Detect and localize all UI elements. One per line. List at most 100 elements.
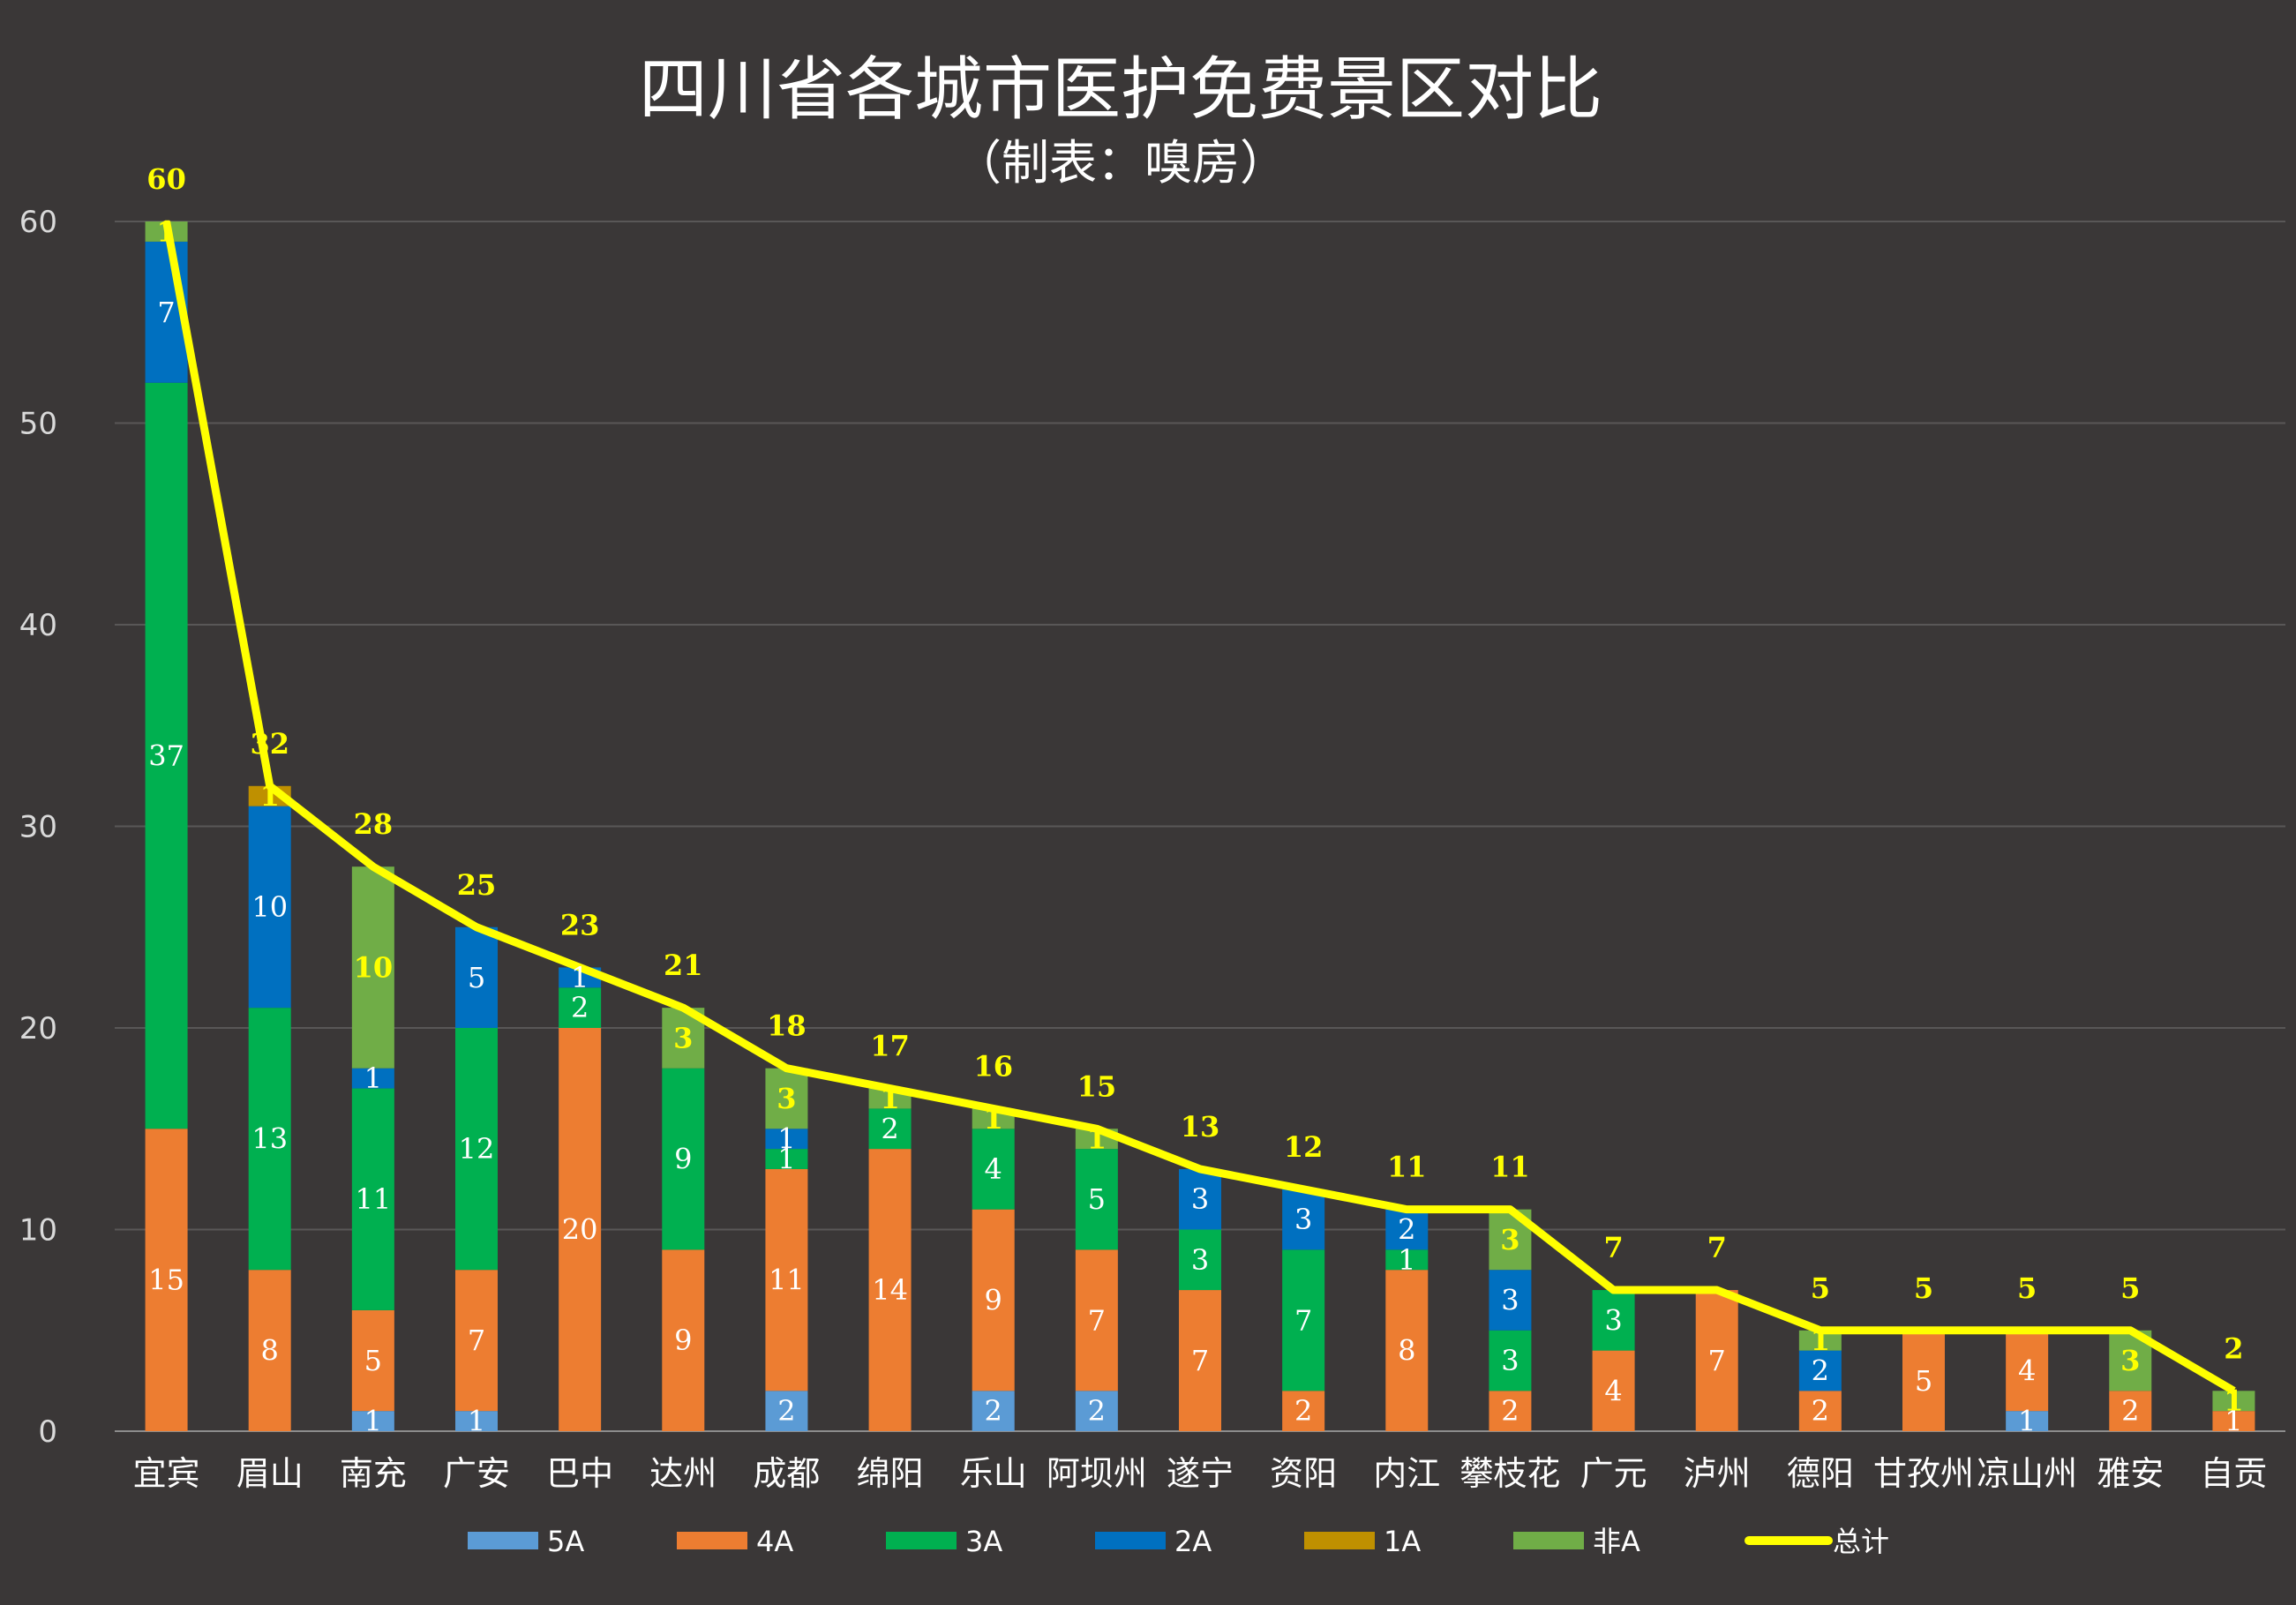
- bar-非A: [351, 866, 394, 1069]
- x-tick-label: 广元: [1580, 1454, 1647, 1493]
- data-label: 2: [1501, 1394, 1519, 1428]
- bar-4A: [1695, 1290, 1738, 1431]
- x-tick-label: 雅安: [2097, 1454, 2164, 1493]
- y-tick-label: 10: [19, 1213, 57, 1249]
- data-label: 5: [468, 961, 485, 994]
- bar-3A: [1592, 1290, 1635, 1351]
- total-label: 18: [767, 1009, 807, 1043]
- bar-4A: [1902, 1330, 1945, 1431]
- bar-4A: [868, 1149, 912, 1431]
- bar-4A: [351, 1309, 394, 1412]
- data-label: 1: [1398, 1243, 1415, 1277]
- data-label: 7: [157, 296, 175, 329]
- bar-3A: [1282, 1249, 1325, 1391]
- data-label: 3: [1604, 1303, 1622, 1337]
- data-label: 1: [260, 779, 280, 813]
- total-label: 13: [1181, 1110, 1220, 1144]
- data-label: 1: [880, 1082, 899, 1115]
- bar-4A: [765, 1168, 808, 1391]
- data-label: 2: [881, 1112, 898, 1145]
- bar-5A: [2006, 1411, 2049, 1431]
- bar-4A: [972, 1209, 1015, 1391]
- labels: 1537718131011511110171252021993211113142…: [146, 162, 2243, 1438]
- bar-4A: [1592, 1350, 1635, 1431]
- x-tick-label: 阿坝州: [1047, 1454, 1147, 1493]
- bar-3A: [1489, 1330, 1532, 1391]
- data-label: 3: [2120, 1344, 2140, 1377]
- total-label: 2: [2224, 1331, 2243, 1365]
- bar-4A: [1489, 1391, 1532, 1431]
- x-tick-label: 遂宁: [1167, 1454, 1234, 1493]
- legend: 5A 4A 3A 2A 1A 非A 总计: [468, 1525, 1889, 1558]
- data-label: 1: [2225, 1405, 2242, 1438]
- chart-subtitle: （制表：嗅房）: [954, 135, 1287, 191]
- bar-4A: [662, 1249, 705, 1431]
- legend-label: 4A: [756, 1525, 793, 1558]
- legend-swatch-2A: [1095, 1532, 1166, 1549]
- data-label: 1: [1087, 1122, 1107, 1156]
- total-line: [162, 221, 2236, 1395]
- total-label: 11: [1387, 1151, 1427, 1184]
- data-label: 4: [1604, 1374, 1622, 1407]
- legend-swatch-3A: [886, 1532, 957, 1549]
- bar-非A: [2212, 1391, 2255, 1412]
- data-label: 7: [1088, 1303, 1106, 1337]
- data-label: 1: [156, 214, 176, 248]
- data-label: 13: [251, 1122, 288, 1156]
- bar-3A: [455, 1028, 498, 1271]
- total-label: 15: [1077, 1069, 1117, 1103]
- bar-2A: [1282, 1189, 1325, 1250]
- legend-swatch-1A: [1304, 1532, 1375, 1549]
- legend-label: 5A: [547, 1525, 584, 1558]
- legend-swatch-5A: [468, 1532, 538, 1549]
- bar-2A: [455, 926, 498, 1028]
- bar-2A: [351, 1068, 394, 1089]
- data-label: 15: [148, 1264, 184, 1297]
- data-label: 3: [1294, 1203, 1312, 1236]
- data-label: 7: [468, 1324, 485, 1357]
- y-tick-label: 30: [19, 810, 57, 845]
- legend-label: 1A: [1384, 1525, 1421, 1558]
- data-label: 2: [985, 1394, 1002, 1428]
- data-label: 3: [1191, 1182, 1209, 1216]
- data-label: 7: [1191, 1344, 1209, 1377]
- data-label: 3: [1500, 1223, 1519, 1256]
- legend-label: 2A: [1174, 1525, 1212, 1558]
- bar-5A: [972, 1391, 1015, 1431]
- data-label: 20: [562, 1213, 598, 1247]
- bar-3A: [868, 1108, 912, 1150]
- data-label: 2: [1088, 1394, 1106, 1428]
- total-label: 7: [1707, 1231, 1727, 1264]
- data-label: 4: [2018, 1354, 2036, 1387]
- x-tick-label: 巴中: [546, 1454, 613, 1493]
- legend-swatch-非A: [1513, 1532, 1584, 1549]
- total-label: 5: [2017, 1271, 2037, 1305]
- total-label: 16: [973, 1049, 1013, 1083]
- bar-4A: [559, 1028, 602, 1431]
- bar-3A: [972, 1129, 1015, 1210]
- data-label: 8: [1398, 1334, 1415, 1368]
- bar-4A: [2006, 1330, 2049, 1412]
- bar-4A: [1385, 1270, 1429, 1431]
- data-label: 3: [673, 1021, 693, 1054]
- data-label: 2: [2121, 1394, 2139, 1428]
- x-tick-label: 绵阳: [857, 1454, 924, 1493]
- data-label: 3: [1501, 1283, 1519, 1316]
- data-label: 2: [1812, 1394, 1829, 1428]
- data-label: 10: [251, 890, 288, 924]
- total-label: 5: [1811, 1271, 1830, 1305]
- data-label: 3: [1501, 1344, 1519, 1377]
- y-tick-label: 20: [19, 1011, 57, 1046]
- legend-label: 3A: [965, 1525, 1002, 1558]
- bar-3A: [1179, 1229, 1221, 1291]
- x-tick-label: 自贡: [2200, 1454, 2267, 1493]
- total-label: 5: [2120, 1271, 2140, 1305]
- y-tick-label: 60: [19, 205, 57, 240]
- x-tick-label: 德阳: [1787, 1454, 1854, 1493]
- bar-2A: [1798, 1350, 1842, 1391]
- bar-3A: [765, 1149, 808, 1169]
- data-label: 3: [1191, 1243, 1209, 1277]
- total-label: 5: [1914, 1271, 1933, 1305]
- x-tick-label: 成都: [753, 1454, 820, 1493]
